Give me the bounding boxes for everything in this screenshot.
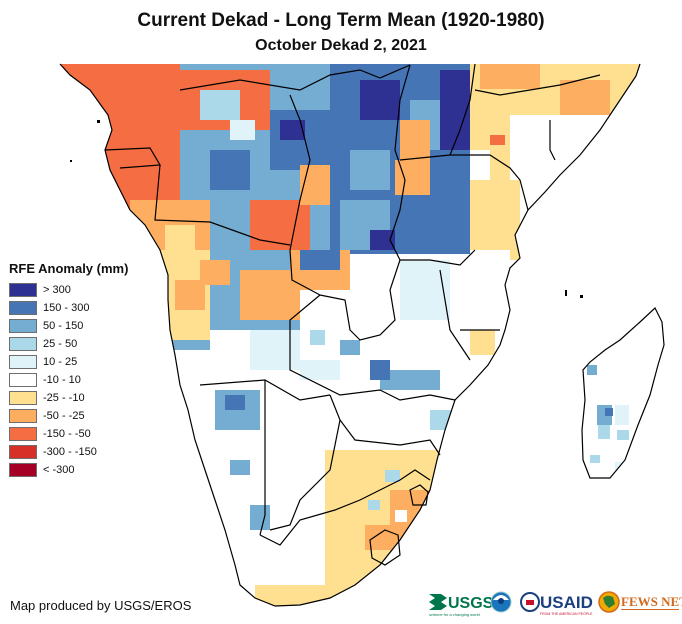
legend-item: 50 - 150 <box>9 317 128 335</box>
legend-swatch <box>9 283 37 297</box>
legend-label: > 300 <box>43 284 71 296</box>
islands <box>70 120 583 298</box>
lesotho-border <box>369 529 401 566</box>
legend-item: 25 - 50 <box>9 335 128 353</box>
legend-item: > 300 <box>9 281 128 299</box>
usaid-tagline: FROM THE AMERICAN PEOPLE <box>540 612 593 616</box>
legend-label: -10 - 10 <box>43 374 81 386</box>
legend-item: 10 - 25 <box>9 353 128 371</box>
map-subtitle: October Dekad 2, 2021 <box>255 37 427 54</box>
fewsnet-logo-text: FEWS NET <box>621 594 682 609</box>
country-borders <box>59 63 665 607</box>
legend-item: 150 - 300 <box>9 299 128 317</box>
legend-swatch <box>9 373 37 387</box>
legend-label: < -300 <box>43 464 75 476</box>
usgs-logo: USGS science for a changing world <box>429 594 494 617</box>
legend-item: -10 - 10 <box>9 371 128 389</box>
legend-label: 25 - 50 <box>43 338 78 350</box>
mainland-coastline <box>59 63 641 607</box>
usaid-logo: USAID FROM THE AMERICAN PEOPLE <box>520 592 593 616</box>
eswatini-border <box>409 484 429 506</box>
legend-label: -300 - -150 <box>43 446 97 458</box>
usgs-tagline: science for a changing world <box>429 612 480 617</box>
legend-item: -50 - -25 <box>9 407 128 425</box>
legend-swatch <box>9 337 37 351</box>
legend-label: 10 - 25 <box>43 356 78 368</box>
map-credit: Map produced by USGS/EROS <box>10 598 192 613</box>
legend-swatch <box>9 445 37 459</box>
partner-logos: USGS science for a changing world USAID … <box>427 586 682 620</box>
legend-swatch <box>9 355 37 369</box>
legend-item: < -300 <box>9 461 128 479</box>
legend-title: RFE Anomaly (mm) <box>9 261 129 276</box>
legend-item: -300 - -150 <box>9 443 128 461</box>
legend-item: -150 - -50 <box>9 425 128 443</box>
legend-label: -150 - -50 <box>43 428 91 440</box>
map-title: Current Dekad - Long Term Mean (1920-198… <box>137 10 545 31</box>
legend-swatch <box>9 319 37 333</box>
noaa-logo <box>490 591 512 613</box>
fewsnet-logo: FEWS NET <box>598 591 682 613</box>
legend-swatch <box>9 409 37 423</box>
legend-label: 50 - 150 <box>43 320 84 332</box>
legend-swatch <box>9 427 37 441</box>
legend-item: -25 - -10 <box>9 389 128 407</box>
legend-swatch <box>9 463 37 477</box>
legend-swatch <box>9 301 37 315</box>
madagascar-coastline <box>581 307 665 479</box>
legend-label: -25 - -10 <box>43 392 85 404</box>
legend: RFE Anomaly (mm) > 300 150 - 300 50 - 150 2… <box>9 261 128 479</box>
usgs-logo-text: USGS <box>448 595 494 612</box>
legend-label: -50 - -25 <box>43 410 85 422</box>
legend-swatch <box>9 391 37 405</box>
legend-label: 150 - 300 <box>43 302 90 314</box>
usaid-logo-text: USAID <box>540 593 593 612</box>
